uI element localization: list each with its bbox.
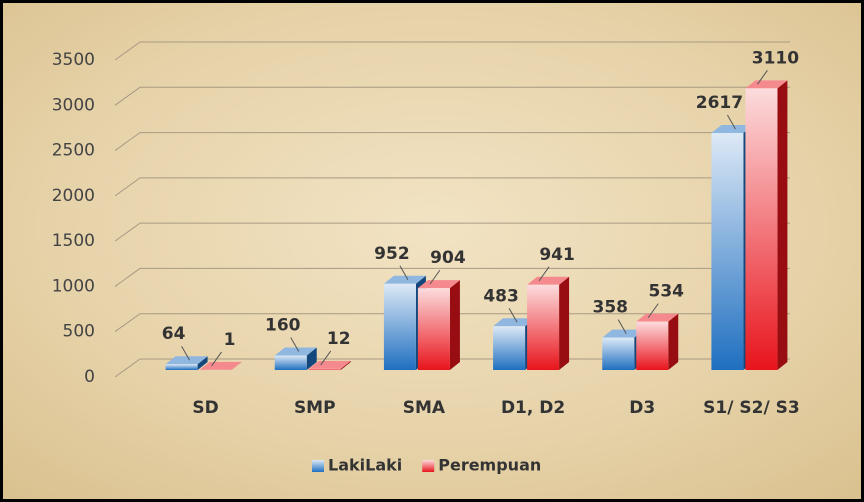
grid-line (114, 177, 790, 197)
legend-label: Perempuan (438, 456, 541, 475)
x-tick-label: S1/ S2/ S3 (703, 398, 799, 418)
value-label: 534 (649, 282, 685, 302)
leader-line (508, 308, 518, 323)
bar-front (308, 368, 341, 370)
leader-line (181, 345, 191, 361)
bar (745, 80, 788, 370)
bar-front (636, 321, 669, 370)
y-tick-label: 500 (63, 322, 95, 342)
value-label: 941 (539, 245, 575, 265)
bar-front (165, 364, 198, 370)
bar-side (668, 313, 679, 370)
bar-front (274, 355, 307, 370)
leader-line (290, 337, 300, 352)
x-tick-label: SMP (294, 398, 336, 418)
value-label: 12 (327, 329, 351, 349)
leader-line (211, 351, 222, 367)
bar (308, 360, 351, 370)
bar (165, 356, 208, 370)
leader-line (320, 350, 332, 366)
value-label: 952 (374, 244, 410, 264)
bar-front (493, 326, 526, 370)
bar-top (493, 318, 536, 327)
grid-line (114, 358, 790, 378)
bar-side (197, 356, 208, 370)
bar-front (602, 337, 635, 370)
bar-top (417, 280, 460, 289)
x-tick-label: SMA (403, 398, 446, 418)
y-tick-label: 3500 (52, 50, 95, 70)
bar-front (383, 283, 416, 370)
y-tick-label: 2500 (52, 141, 95, 161)
legend-label: LakiLaki (328, 456, 402, 475)
x-tick-label: D1, D2 (501, 398, 565, 418)
x-tick-label: D3 (629, 398, 655, 418)
value-label: 160 (265, 316, 301, 336)
grid-line (114, 313, 790, 333)
bar (274, 347, 317, 370)
bar-side (306, 347, 317, 370)
value-label: 358 (593, 298, 629, 318)
bar-top (711, 124, 754, 133)
value-label: 1 (224, 330, 236, 350)
leader-line (617, 319, 627, 334)
bar-top (527, 276, 570, 285)
bar (417, 280, 460, 370)
leader-line (757, 70, 768, 85)
legend-swatch (422, 460, 435, 472)
grid-line (114, 222, 790, 242)
grid-line (114, 86, 790, 106)
bar-front (527, 284, 560, 370)
bar-front (745, 88, 778, 370)
grid-line (114, 267, 790, 287)
value-label: 3110 (752, 48, 799, 68)
bar (199, 361, 242, 370)
value-label: 2617 (696, 93, 743, 113)
y-tick-label: 3000 (52, 95, 95, 115)
bar-top (274, 347, 317, 356)
bar-side (777, 80, 788, 370)
leader-line (429, 269, 441, 285)
value-label: 904 (430, 248, 466, 268)
bar-top (383, 275, 426, 284)
bar-top (308, 360, 351, 369)
legend-swatch (312, 460, 324, 472)
bar-top (636, 313, 679, 322)
y-tick-label: 1500 (52, 231, 95, 251)
y-tick-label: 0 (84, 367, 95, 387)
grid-line (114, 132, 790, 151)
bar-front (711, 132, 744, 370)
value-label: 64 (162, 324, 186, 344)
leader-line (726, 114, 736, 130)
y-tick-label: 1000 (52, 276, 95, 296)
bar-top (745, 80, 788, 89)
bar-top (165, 356, 208, 365)
bar-front (417, 288, 450, 370)
bar-side (231, 361, 242, 370)
x-tick-label: SD (192, 398, 218, 418)
value-label: 483 (483, 286, 519, 306)
leader-line (538, 266, 550, 282)
leader-line (647, 303, 659, 318)
bar-top (199, 361, 242, 370)
grid-line (114, 41, 790, 61)
bar (636, 313, 679, 370)
leader-line (399, 265, 409, 281)
bar-top (602, 329, 645, 338)
y-tick-label: 2000 (52, 186, 95, 206)
bar-side (559, 276, 570, 370)
bar (527, 276, 570, 370)
bar-side (340, 360, 351, 370)
bar-side (449, 280, 460, 370)
